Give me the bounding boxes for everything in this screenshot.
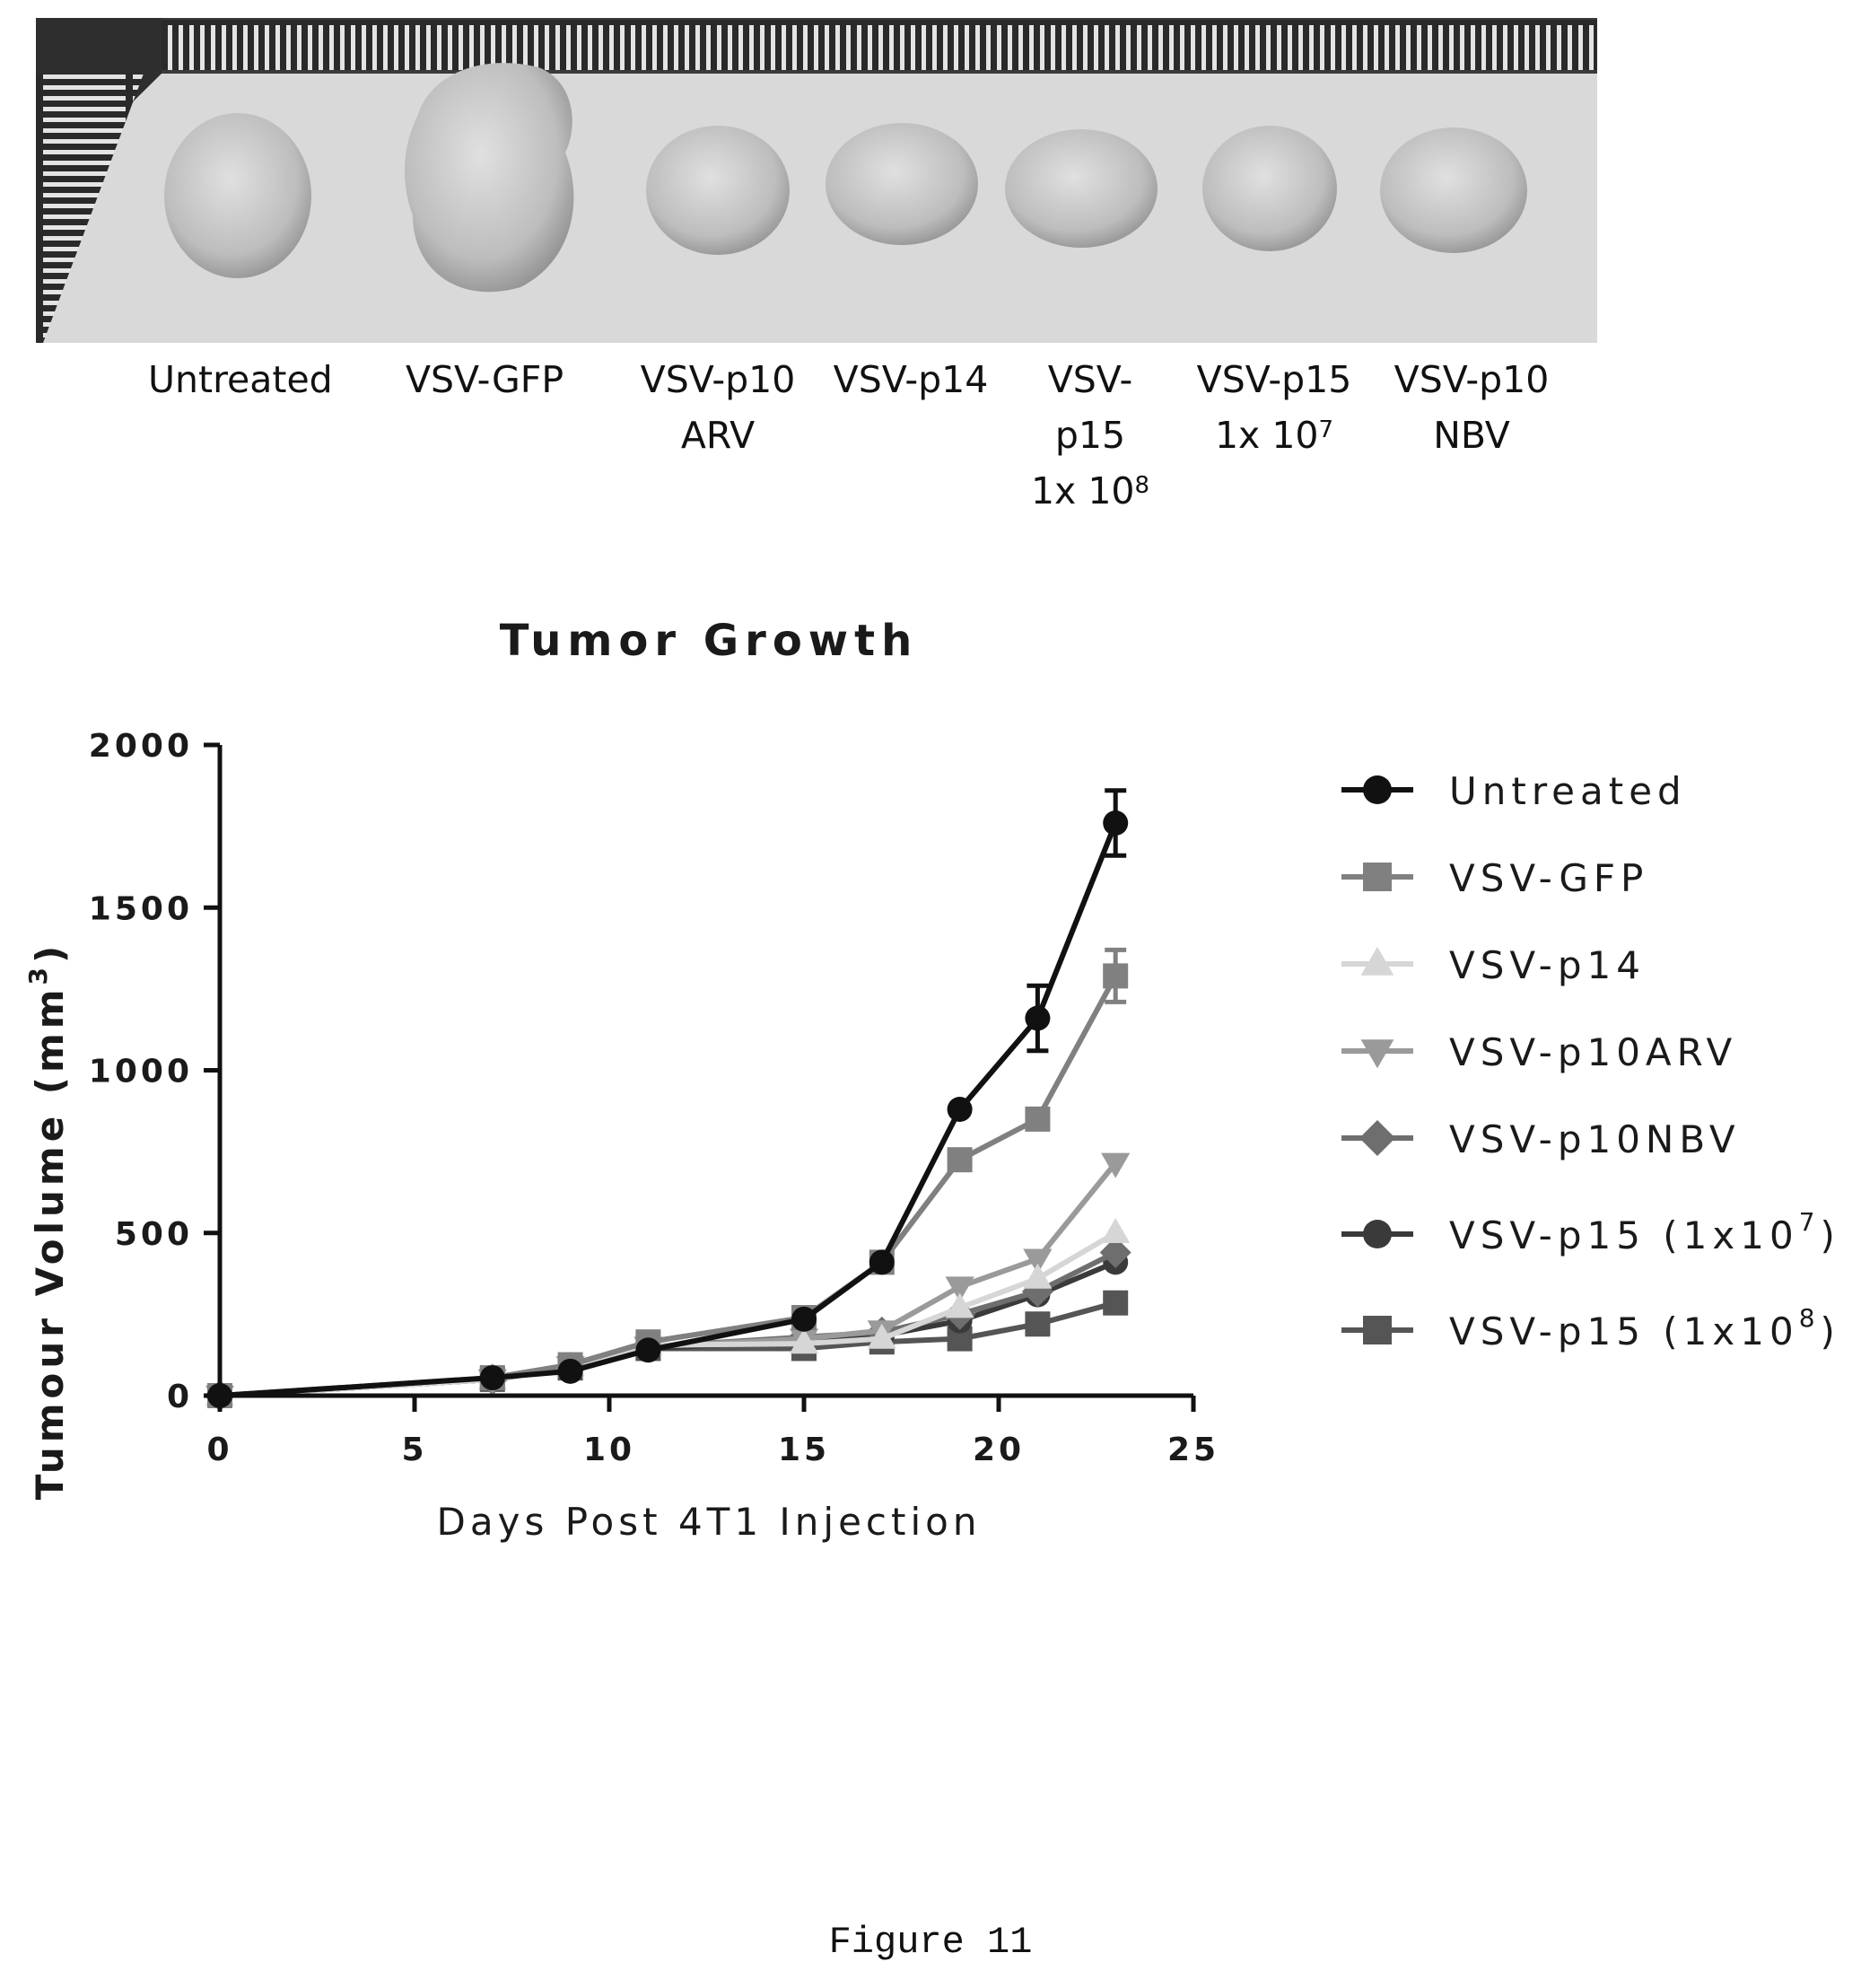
x-tick-label: 25 <box>1167 1432 1219 1468</box>
data-point <box>1025 1106 1051 1132</box>
legend-marker <box>1360 946 1394 976</box>
data-point <box>1025 1311 1051 1337</box>
photo-label-vsv-p15-1e8: VSV-p15 1x 108 <box>1030 358 1150 512</box>
tumor-growth-chart: Tumor Growth 0 5 10 15 20 25 0 500 1000 1500 2000… <box>23 616 1840 1544</box>
data-point <box>1023 1248 1053 1274</box>
legend-marker <box>1363 1220 1392 1248</box>
y-tick-label: 2000 <box>89 728 193 765</box>
tumor-vsv-gfp <box>404 63 574 293</box>
series-line <box>219 1160 1118 1398</box>
data-point <box>557 1358 583 1384</box>
data-point <box>945 1276 974 1302</box>
figure-caption: Figure 11 <box>828 1921 1033 1964</box>
photo-label-vsv-p10-arv: VSV-p10 ARV <box>640 358 796 457</box>
tumor-vsv-p15-1e7 <box>1202 126 1337 251</box>
y-tick-label: 0 <box>167 1379 193 1415</box>
data-point <box>635 1337 661 1363</box>
x-axis: 0 5 10 15 20 25 <box>206 1393 1219 1468</box>
photo-label-vsv-p14: VSV-p14 <box>833 358 989 401</box>
photo-label-vsv-gfp: VSV-GFP <box>405 358 564 401</box>
photo-label-untreated: Untreated <box>148 358 333 401</box>
photo-label-vsv-p15-1e7: VSV-p15 1x 107 <box>1196 358 1352 457</box>
data-point <box>1103 963 1129 989</box>
legend-label: VSV-p10NBV <box>1449 1117 1741 1161</box>
x-axis-label: Days Post 4T1 Injection <box>437 1500 982 1544</box>
legend-label: VSV-GFP <box>1449 856 1648 900</box>
data-point <box>869 1249 895 1275</box>
legend-label: VSV-p15 (1x108) <box>1449 1303 1840 1353</box>
legend-marker <box>1363 775 1392 804</box>
legend-label: VSV-p10ARV <box>1449 1030 1737 1074</box>
y-tick-label: 1000 <box>89 1054 193 1090</box>
x-tick-label: 10 <box>583 1432 635 1468</box>
plot-area <box>204 788 1131 1412</box>
y-axis: 0 500 1000 1500 2000 <box>89 728 223 1415</box>
legend-marker <box>1360 1039 1394 1069</box>
series-line <box>219 1259 1117 1398</box>
data-point <box>1101 1152 1131 1178</box>
x-tick-label: 20 <box>973 1432 1025 1468</box>
legend-item-0: Untreated <box>1341 769 1687 813</box>
data-point <box>947 1147 973 1173</box>
data-point <box>1023 1263 1053 1289</box>
tumor-vsv-p10-arv <box>646 126 790 255</box>
series-line <box>219 1249 1117 1398</box>
legend-item-1: VSV-GFP <box>1341 856 1648 900</box>
legend-item-2: VSV-p14 <box>1341 943 1646 987</box>
data-point <box>867 1323 896 1349</box>
data-point <box>1025 1005 1051 1031</box>
legend-item-5: VSV-p15 (1x107) <box>1341 1207 1840 1257</box>
y-tick-label: 1500 <box>89 890 193 927</box>
legend-marker <box>1359 1120 1395 1156</box>
tumor-vsv-p15-1e8 <box>1005 129 1158 248</box>
legend-label: VSV-p14 <box>1449 943 1646 987</box>
legend-item-3: VSV-p10ARV <box>1341 1030 1737 1074</box>
data-point <box>1099 1237 1131 1268</box>
data-point <box>945 1292 974 1318</box>
legend-marker <box>1363 1316 1392 1344</box>
data-point <box>791 1306 817 1332</box>
data-point <box>1103 1290 1129 1316</box>
data-point <box>789 1328 819 1354</box>
series-0 <box>207 788 1129 1408</box>
legend-label: VSV-p15 (1x107) <box>1449 1207 1840 1257</box>
y-axis-label: Tumour Volume (mm3) <box>23 941 72 1500</box>
x-tick-label: 5 <box>401 1432 427 1468</box>
data-point <box>479 1365 505 1391</box>
x-tick-label: 0 <box>206 1432 232 1468</box>
legend-marker <box>1363 863 1392 891</box>
tumor-vsv-p14 <box>826 123 978 245</box>
y-tick-label: 500 <box>115 1216 193 1253</box>
photo-label-vsv-p10-nbv: VSV-p10 NBV <box>1394 358 1550 457</box>
tumor-untreated <box>164 113 311 278</box>
x-tick-label: 15 <box>778 1432 830 1468</box>
data-point <box>1101 1217 1131 1243</box>
tumor-vsv-p10-nbv <box>1380 127 1527 253</box>
legend-label: Untreated <box>1449 769 1687 813</box>
data-point <box>947 1097 973 1122</box>
data-point <box>1103 810 1129 836</box>
legend: Untreated VSV-GFP VSV-p14 VSV-p10ARV VSV-p10… <box>1341 769 1840 1353</box>
tumor-photograph <box>36 18 1597 343</box>
legend-item-6: VSV-p15 (1x108) <box>1341 1303 1840 1353</box>
chart-title: Tumor Growth <box>500 616 919 666</box>
legend-item-4: VSV-p10NBV <box>1341 1117 1741 1161</box>
series-1 <box>207 947 1129 1408</box>
series-3 <box>205 1152 1131 1411</box>
